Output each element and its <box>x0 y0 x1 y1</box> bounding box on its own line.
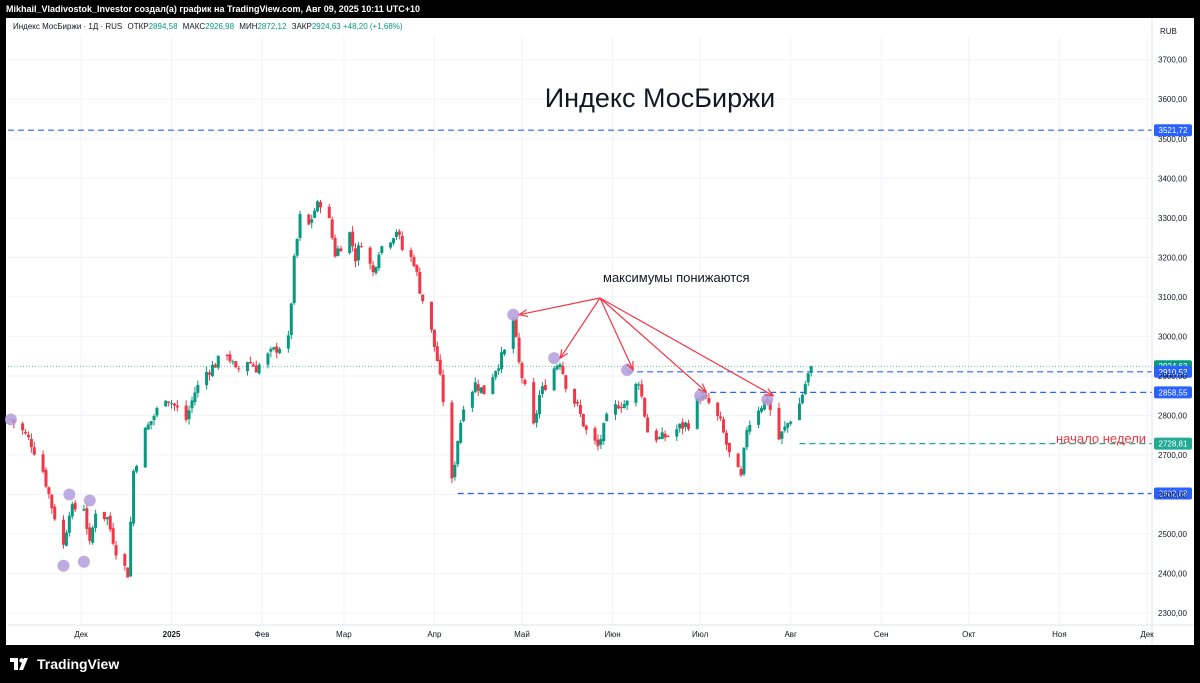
high-label: МАКС <box>182 22 206 31</box>
instrument-name: Индекс МосБиржи · 1Д · RUS <box>13 22 123 31</box>
low-value: 2872,12 <box>257 22 287 31</box>
close-value: 2924,63 <box>311 22 341 31</box>
chart-caption: Mikhail_Vladivostok_Investor создал(а) г… <box>0 0 1200 18</box>
change-value: +48,20 (+1,68%) <box>342 22 403 31</box>
tv-logo-icon <box>10 658 28 670</box>
open-label: ОТКР <box>127 22 149 31</box>
chart-frame <box>6 18 1194 645</box>
low-label: МИН <box>239 22 258 31</box>
bottom-bar: TradingView <box>0 645 1200 683</box>
open-value: 2894,58 <box>148 22 178 31</box>
high-value: 2926,98 <box>205 22 235 31</box>
close-label: ЗАКР <box>291 22 312 31</box>
brand-name: TradingView <box>37 656 120 672</box>
tradingview-logo[interactable]: TradingView <box>10 656 119 672</box>
instrument-legend: Индекс МосБиржи · 1Д · RUS ОТКР2894,58 М… <box>13 22 403 31</box>
